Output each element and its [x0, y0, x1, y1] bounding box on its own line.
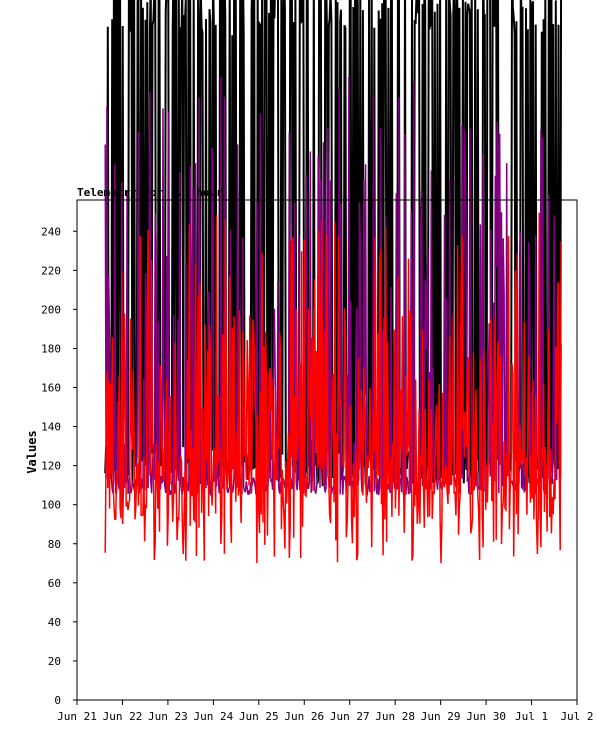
y-tick-label: 60: [48, 577, 61, 590]
x-tick-label: Jun 21: [57, 710, 97, 723]
x-tick-label: Jun 24: [193, 710, 233, 723]
x-tick-label: Jun 25: [239, 710, 279, 723]
y-tick-label: 80: [48, 538, 61, 551]
y-tick-label: 160: [41, 382, 61, 395]
x-tick-label: Jun 22: [103, 710, 143, 723]
x-tick-label: Jul 1: [515, 710, 548, 723]
y-tick-label: 240: [41, 225, 61, 238]
plot-frame: [76, 199, 578, 701]
x-tick-label: Jun 28: [375, 710, 415, 723]
y-tick-label: 180: [41, 342, 61, 355]
series-layer: [104, 0, 563, 564]
axes-layer: 0 20 40 60 80 100 120 140 160 180 200 220 240 Jun 21 J…: [41, 225, 593, 723]
y-tick-label: 0: [54, 694, 61, 707]
series-line-3: [104, 212, 562, 564]
y-tick-label: 200: [41, 303, 61, 316]
y-tick-label: 100: [41, 499, 61, 512]
x-tick-label: Jun 23: [148, 710, 188, 723]
x-tick-label: Jun 29: [421, 710, 461, 723]
y-tick-label: 140: [41, 421, 61, 434]
y-tick-label: 40: [48, 616, 61, 629]
x-tick-label: Jul 2: [560, 710, 593, 723]
y-tick-label: 220: [41, 264, 61, 277]
x-tick-label: Jun 27: [330, 710, 370, 723]
x-tick-label: Jun 30: [466, 710, 506, 723]
x-tick-label: Jun 26: [284, 710, 324, 723]
y-tick-label: 20: [48, 655, 61, 668]
y-tick-label: 120: [41, 460, 61, 473]
y-axis-label: Values: [25, 430, 39, 473]
chart-title: Telemetry for ... hour: [77, 186, 223, 199]
